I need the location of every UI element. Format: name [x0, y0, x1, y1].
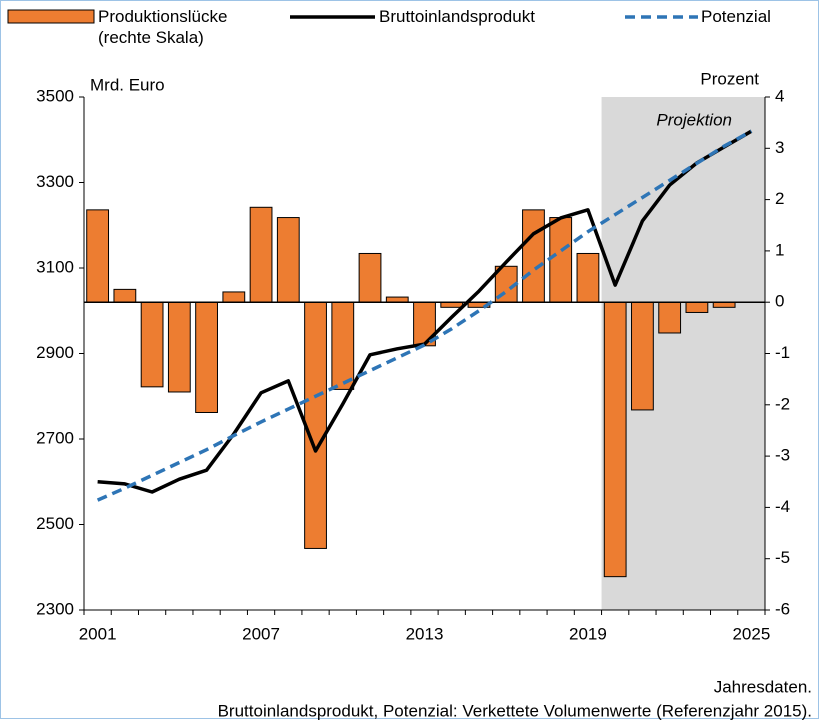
x-tick-label: 2001: [79, 624, 117, 643]
y2-tick-label: -2: [775, 394, 790, 413]
plot: 2300 2500 2700 2900 3100 3300 3500 -6 -5 -4 -3 -2 -1…: [36, 86, 790, 643]
note: Bruttoinlandsprodukt, Potenzial: Verkett…: [218, 701, 812, 720]
y-tick-label: 3300: [36, 172, 74, 191]
y2-tick-label: 3: [775, 138, 784, 157]
bar: [358, 252, 382, 303]
y2-tick-label: -3: [775, 446, 790, 465]
bar: [549, 217, 573, 303]
bar: [685, 301, 709, 313]
y-tick-label: 2700: [36, 428, 74, 447]
bar: [276, 217, 300, 303]
bar: [249, 206, 273, 303]
y2-tick-label: 0: [775, 292, 784, 311]
note: Jahresdaten.: [714, 677, 812, 696]
bar: [140, 301, 164, 388]
y2-tick-label: -1: [775, 343, 790, 362]
bar: [304, 301, 327, 549]
y2-tick-label: -4: [775, 497, 790, 516]
bar: [440, 301, 464, 308]
bar: [385, 296, 409, 303]
y-tick-label: 2500: [36, 514, 74, 533]
x-tick-label: 2019: [569, 624, 607, 643]
y2-tick-label: 4: [775, 86, 784, 105]
y2-tick-label: -5: [775, 548, 790, 567]
y-tick-label: 2900: [36, 343, 74, 362]
legend-label: Produktionslücke (rechte Skala): [98, 7, 228, 47]
bar: [631, 301, 654, 411]
x-tick-label: 2013: [406, 624, 444, 643]
bar: [658, 301, 682, 334]
annotation: Projektion: [656, 110, 732, 129]
bar: [331, 301, 355, 390]
y-tick-label: 3500: [36, 86, 74, 105]
y-tick-label: 3100: [36, 257, 74, 276]
legend-label: Bruttoinlandsprodukt: [379, 7, 535, 26]
bar: [113, 288, 137, 303]
x-tick-label: 2025: [732, 624, 770, 643]
y2-tick-label: 1: [775, 240, 784, 259]
bar: [576, 252, 600, 303]
y-axis-label: Mrd. Euro: [90, 75, 165, 94]
y2-tick-label: 2: [775, 189, 784, 208]
bar: [712, 301, 736, 308]
legend-swatch: [7, 9, 95, 24]
bar: [522, 209, 545, 303]
bar: [603, 301, 627, 578]
y2-axis-label: Prozent: [700, 69, 759, 88]
bar: [222, 291, 246, 303]
bar: [195, 301, 218, 413]
x-tick-label: 2007: [242, 624, 280, 643]
line: [96, 129, 753, 502]
legend-label: Potenzial: [701, 7, 771, 26]
line: [97, 129, 753, 494]
bar: [86, 209, 110, 303]
projection-area: [601, 97, 765, 610]
y-tick-label: 2300: [36, 599, 74, 618]
y2-tick-label: -6: [775, 599, 790, 618]
bar: [167, 301, 191, 393]
